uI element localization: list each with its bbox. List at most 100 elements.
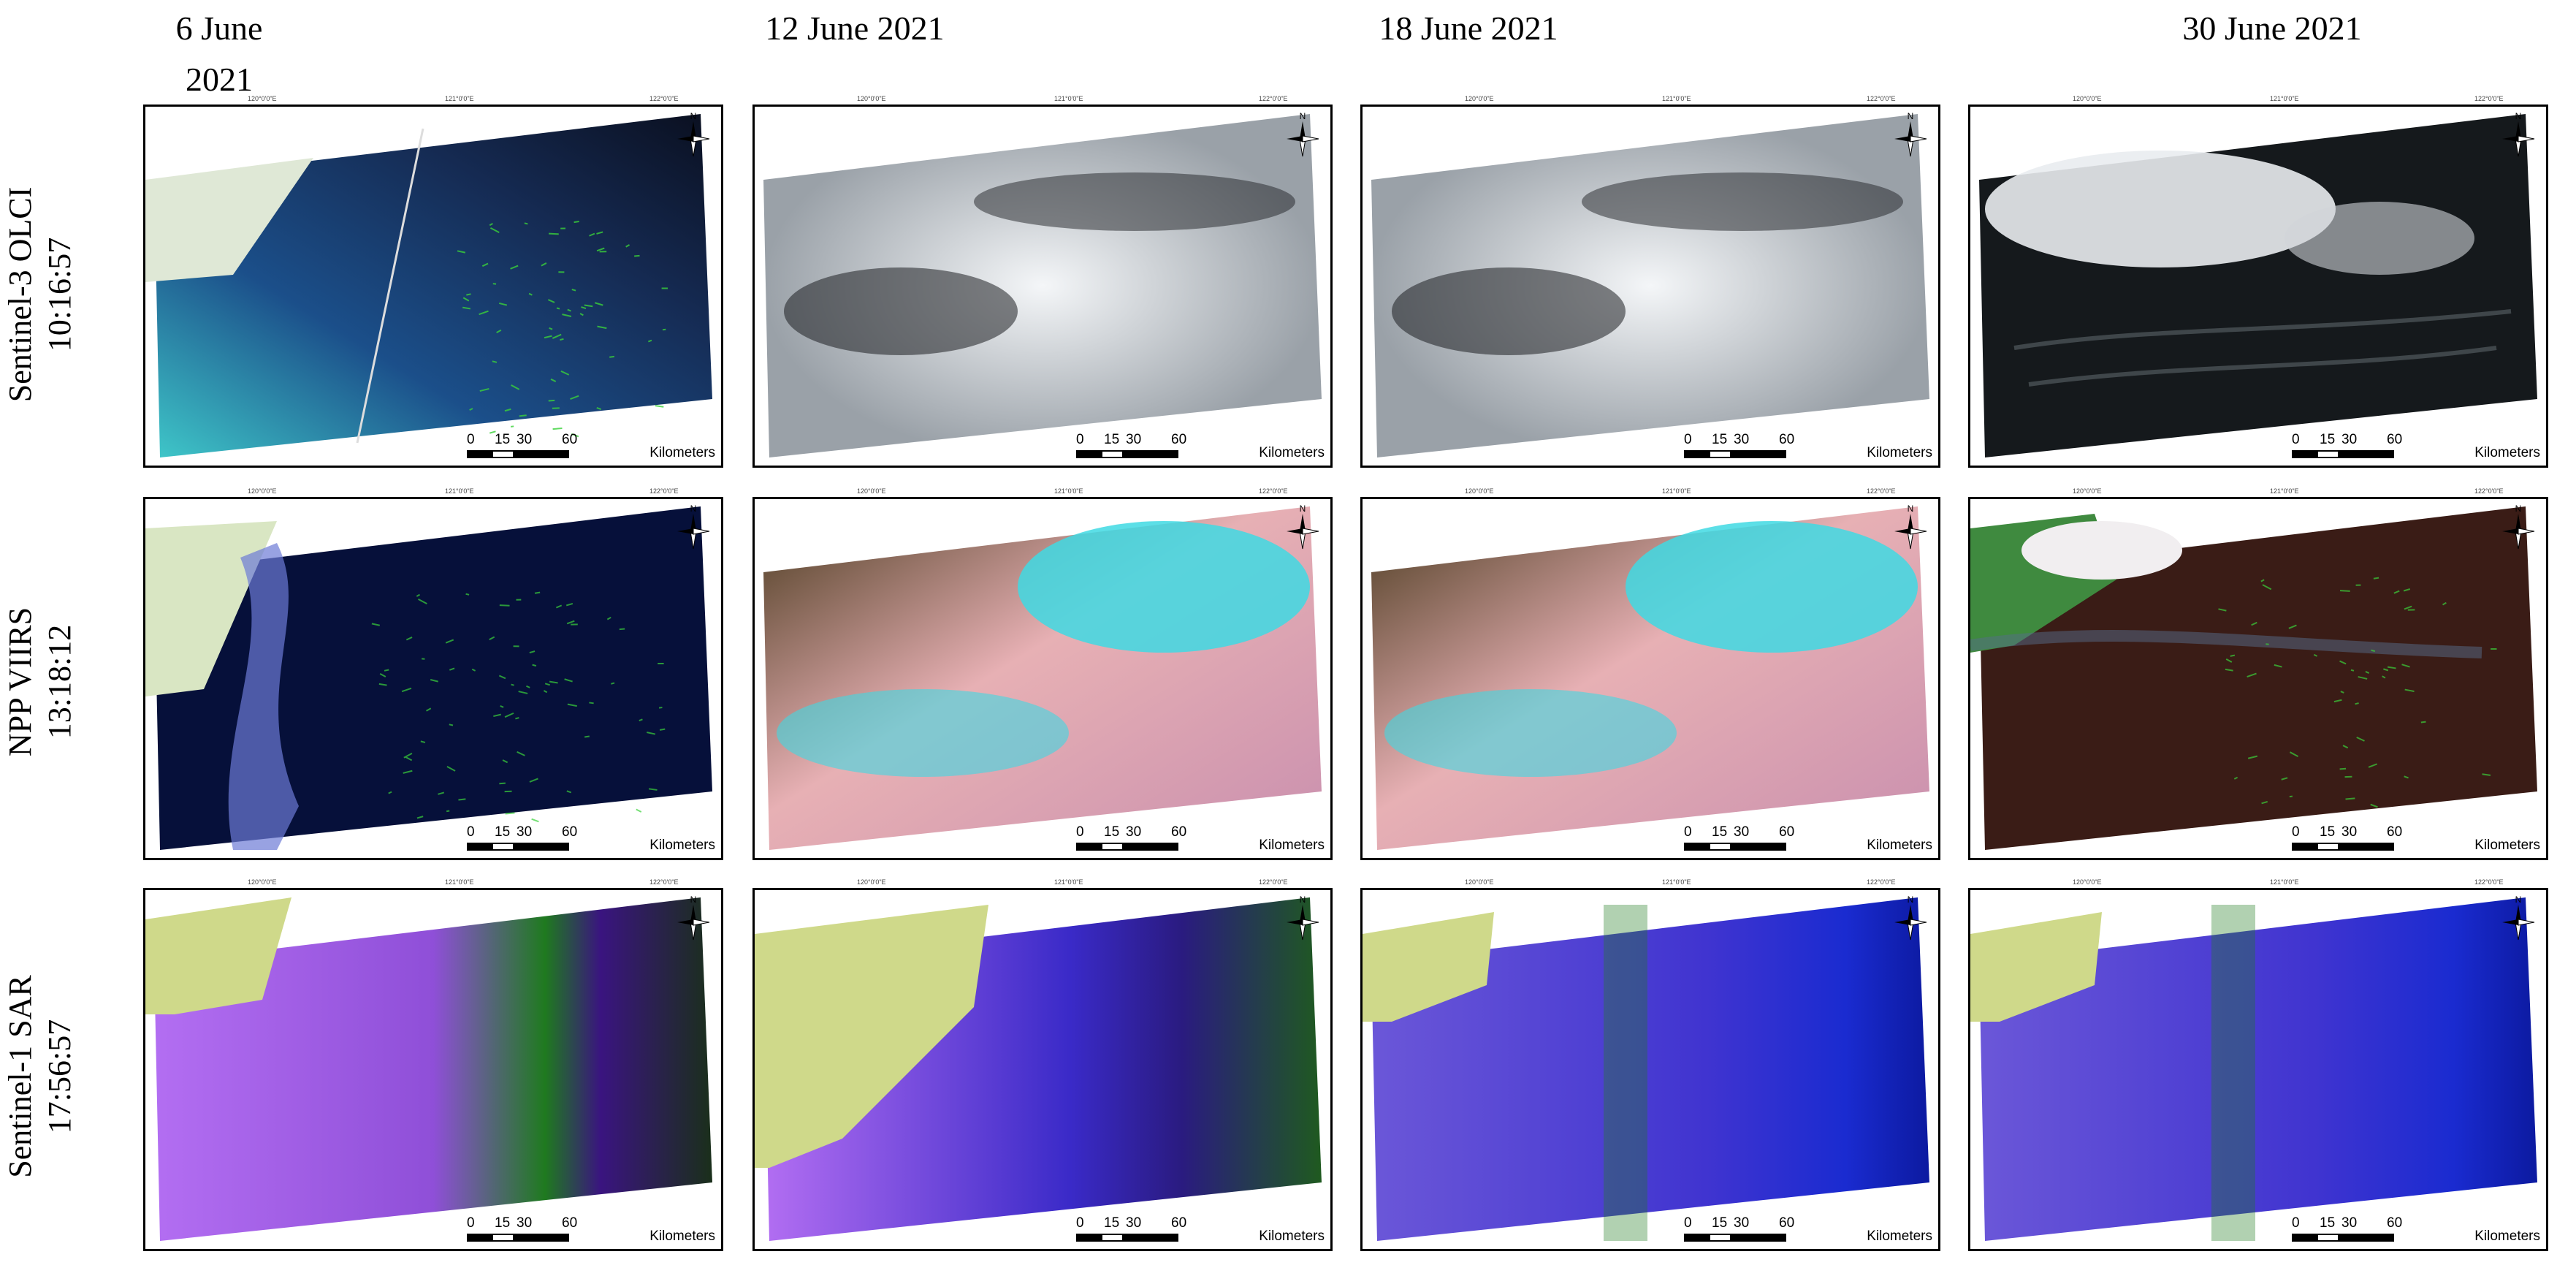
scale-bar-graphic <box>2292 1234 2394 1242</box>
scale-tick-label: 60 <box>1779 824 1795 840</box>
north-label: N <box>1299 504 1306 514</box>
north-label: N <box>1299 111 1306 121</box>
north-arrow-icon: N <box>2498 111 2539 158</box>
scale-tick-label: 0 <box>467 1215 475 1231</box>
map-panel: 120°0'0"E 121°0'0"E 122°0'0"E N 0 15 30 60 Kilo… <box>1360 878 1940 1251</box>
north-arrow-icon: N <box>673 895 714 941</box>
graticule-label: 121°0'0"E <box>445 95 474 102</box>
row-sensor: Sentinel-3 OLCI <box>2 186 38 402</box>
map-panel: 120°0'0"E 121°0'0"E 122°0'0"E N 0 15 30 60 Kilo… <box>1968 95 2548 468</box>
column-title: 18 June 2021 <box>1379 10 1558 47</box>
scale-bar-graphic <box>1684 1234 1786 1242</box>
map-panel: 120°0'0"E 121°0'0"E 122°0'0"E N 0 15 30 60 Kilo… <box>143 878 723 1251</box>
scale-bar: 0 15 30 60 Kilometers <box>1076 824 1325 854</box>
map-panel: 120°0'0"E 121°0'0"E 122°0'0"E N 0 15 30 60 Kilo… <box>752 878 1333 1251</box>
satellite-scene <box>763 114 1322 457</box>
graticule-label: 120°0'0"E <box>857 878 886 886</box>
scale-bar-graphic <box>2292 843 2394 851</box>
graticule-label: 121°0'0"E <box>1054 95 1083 102</box>
graticule-label: 121°0'0"E <box>1662 487 1691 495</box>
scale-tick-label: 60 <box>562 1215 578 1231</box>
graticule-label: 120°0'0"E <box>248 487 277 495</box>
graticule-label: 120°0'0"E <box>2073 95 2102 102</box>
satellite-scene <box>1970 506 2537 850</box>
scale-tick-label: 60 <box>562 432 578 447</box>
scale-bar: 0 15 30 60 Kilometers <box>467 824 715 854</box>
north-arrow-icon: N <box>1890 504 1931 550</box>
scale-tick-label: 0 <box>1076 824 1084 840</box>
graticule-label: 122°0'0"E <box>1867 487 1896 495</box>
north-label: N <box>1907 895 1914 905</box>
satellite-scene <box>755 897 1322 1241</box>
graticule-label: 121°0'0"E <box>445 487 474 495</box>
scale-tick-label: 30 <box>1126 1215 1142 1231</box>
north-arrow-icon: N <box>1282 895 1323 941</box>
scale-tick-label: 15 <box>1104 824 1120 840</box>
graticule-label: 121°0'0"E <box>1662 878 1691 886</box>
north-label: N <box>2515 111 2522 121</box>
scale-tick-label: 30 <box>517 1215 533 1231</box>
satellite-scene <box>1970 897 2537 1241</box>
row-label-sar: Sentinel-1 SAR 17:56:57 <box>0 888 80 1264</box>
scale-tick-label: 60 <box>2387 1215 2403 1231</box>
scale-bar-graphic <box>467 450 569 458</box>
graticule-label: 121°0'0"E <box>1662 95 1691 102</box>
scale-tick-label: 0 <box>2292 1215 2300 1231</box>
scale-bar: 0 15 30 60 Kilometers <box>1076 432 1325 461</box>
satellite-scene <box>145 114 712 457</box>
satellite-scene <box>1363 897 1929 1241</box>
graticule-label: 120°0'0"E <box>2073 878 2102 886</box>
graticule-label: 122°0'0"E <box>2474 95 2504 102</box>
scale-tick-label: 30 <box>2341 432 2358 447</box>
scale-bar-graphic <box>1076 843 1178 851</box>
north-label: N <box>1907 111 1914 121</box>
graticule-label: 121°0'0"E <box>1054 487 1083 495</box>
map-panel: 120°0'0"E 121°0'0"E 122°0'0"E N 0 15 30 60 Kilo… <box>143 95 723 468</box>
graticule-label: 122°0'0"E <box>2474 878 2504 886</box>
scale-unit: Kilometers <box>1867 445 1932 460</box>
row-time: 10:16:57 <box>42 237 77 352</box>
scale-tick-label: 0 <box>467 824 475 840</box>
graticule-label: 120°0'0"E <box>857 95 886 102</box>
scale-tick-label: 15 <box>1712 432 1728 447</box>
scale-bar-graphic <box>1684 843 1786 851</box>
graticule-label: 122°0'0"E <box>2474 487 2504 495</box>
scale-tick-label: 30 <box>517 824 533 840</box>
scale-unit: Kilometers <box>1259 838 1325 853</box>
scale-bar: 0 15 30 60 Kilometers <box>1684 1215 1932 1245</box>
north-label: N <box>690 111 697 121</box>
scale-tick-label: 60 <box>1171 1215 1187 1231</box>
scale-tick-label: 0 <box>2292 824 2300 840</box>
scale-bar: 0 15 30 60 Kilometers <box>467 1215 715 1245</box>
scale-tick-label: 0 <box>1076 1215 1084 1231</box>
scale-unit: Kilometers <box>2474 1228 2540 1244</box>
scale-tick-label: 15 <box>2320 432 2336 447</box>
scale-unit: Kilometers <box>1867 1228 1932 1244</box>
satellite-scene <box>1371 506 1929 850</box>
graticule-label: 122°0'0"E <box>649 95 679 102</box>
scale-tick-label: 15 <box>495 1215 511 1231</box>
scale-tick-label: 60 <box>1779 432 1795 447</box>
scale-unit: Kilometers <box>649 1228 715 1244</box>
scale-bar-graphic <box>467 843 569 851</box>
scale-bar: 0 15 30 60 Kilometers <box>1076 1215 1325 1245</box>
row-label-olci: Sentinel-3 OLCI 10:16:57 <box>0 106 80 482</box>
row-label-viirs: NPP VIIRS 13:18:12 <box>0 493 80 870</box>
satellite-scene <box>1979 114 2537 457</box>
graticule-label: 120°0'0"E <box>1465 487 1494 495</box>
graticule-label: 121°0'0"E <box>2270 878 2299 886</box>
scale-unit: Kilometers <box>649 838 715 853</box>
scale-tick-label: 30 <box>517 432 533 447</box>
graticule-label: 122°0'0"E <box>1867 878 1896 886</box>
column-title: 30 June 2021 <box>2182 10 2362 47</box>
north-arrow-icon: N <box>673 111 714 158</box>
graticule-label: 122°0'0"E <box>1259 487 1288 495</box>
scale-bar: 0 15 30 60 Kilometers <box>1684 432 1932 461</box>
scale-bar-graphic <box>2292 450 2394 458</box>
graticule-label: 120°0'0"E <box>857 487 886 495</box>
row-sensor: Sentinel-1 SAR <box>2 974 38 1178</box>
graticule-label: 120°0'0"E <box>2073 487 2102 495</box>
scale-bar-graphic <box>1076 450 1178 458</box>
north-label: N <box>1299 895 1306 905</box>
map-panel: 120°0'0"E 121°0'0"E 122°0'0"E N 0 15 30 60 Kilo… <box>752 95 1333 468</box>
